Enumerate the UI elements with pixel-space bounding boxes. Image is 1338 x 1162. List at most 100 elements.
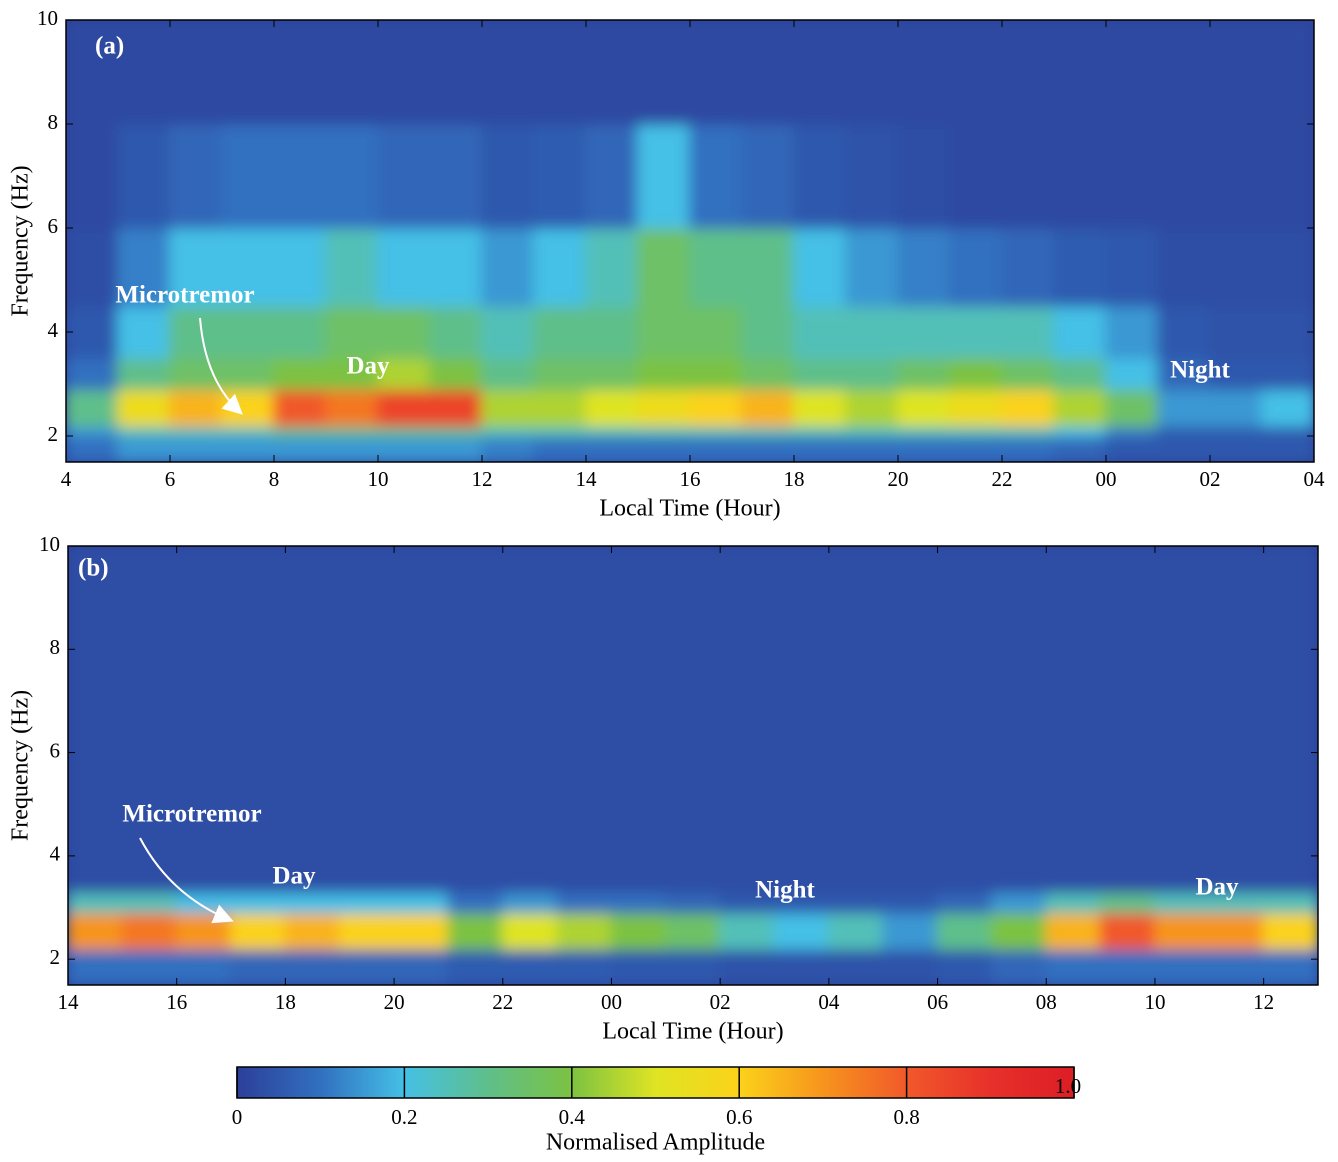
heatmap-cell <box>1157 227 1211 307</box>
heatmap-cell <box>1053 435 1107 462</box>
heatmap-cell <box>845 357 899 391</box>
heatmap-cell <box>338 911 396 950</box>
heatmap-cell <box>221 435 275 462</box>
heatmap-cell <box>664 891 722 914</box>
heatmap-cell <box>637 123 691 229</box>
heatmap-cell <box>1001 123 1055 229</box>
heatmap-cell <box>1208 911 1265 950</box>
heatmap-cell <box>793 20 847 125</box>
heatmap-cell <box>949 20 1003 125</box>
heatmap-cell <box>533 305 587 359</box>
heatmap-cell <box>1053 227 1107 307</box>
heatmap-cell <box>481 227 535 307</box>
x-tick-label: 10 <box>1144 990 1165 1014</box>
heatmap-cell <box>169 123 223 229</box>
x-tick-label: 20 <box>888 467 909 491</box>
heatmap-cell <box>882 891 939 914</box>
heatmap-cell <box>429 435 483 462</box>
y-axis-label: Frequency (Hz) <box>8 165 34 316</box>
heatmap-cell <box>377 227 431 307</box>
heatmap-cell <box>1045 947 1102 985</box>
heatmap-cell <box>1001 435 1055 462</box>
heatmap-cell <box>533 227 587 307</box>
heatmap-cell <box>501 891 559 914</box>
heatmap-cell <box>66 305 119 359</box>
heatmap-cell <box>1262 947 1318 985</box>
heatmap-cell <box>1105 227 1159 307</box>
heatmap-cell <box>501 947 559 985</box>
heatmap-cell <box>556 911 613 950</box>
x-tick-label: 18 <box>275 990 296 1014</box>
heatmap-cell <box>949 388 1003 427</box>
heatmap-cell <box>1157 357 1211 391</box>
heatmap-cell <box>429 123 483 229</box>
x-axis-label: Local Time (Hour) <box>602 1019 783 1045</box>
heatmap-cell <box>773 891 830 914</box>
heatmap-cell <box>117 227 171 307</box>
heatmap-cell <box>230 546 287 894</box>
heatmap-cell <box>221 123 275 229</box>
colorbar-tick-label: 0.6 <box>726 1105 752 1129</box>
heatmap-cell <box>377 20 431 125</box>
heatmap-cell <box>1053 388 1107 427</box>
heatmap-cell <box>325 123 379 229</box>
y-tick-label: 8 <box>48 110 59 134</box>
heatmap-cell <box>882 947 939 985</box>
heatmap-cell <box>793 227 847 307</box>
heatmap-cell <box>1053 20 1107 125</box>
heatmap-cell <box>325 227 379 307</box>
heatmap-cell <box>66 20 119 125</box>
heatmap-cell <box>689 424 743 437</box>
heatmap-cell <box>169 357 223 391</box>
annotation-arrow <box>139 837 234 924</box>
heatmap-cell <box>773 546 830 894</box>
heatmap-cell <box>637 305 691 359</box>
heatmap-cell <box>1209 357 1263 391</box>
heatmap-cell <box>393 911 450 950</box>
heatmap-cell <box>845 123 899 229</box>
heatmap-cell <box>117 435 171 462</box>
x-tick-label: 10 <box>368 467 389 491</box>
heatmap-cell <box>1001 424 1055 437</box>
heatmap-cell <box>221 305 275 359</box>
heatmap-cell <box>1261 227 1314 307</box>
heatmap-cell <box>990 891 1048 914</box>
heatmap-cell <box>741 435 795 462</box>
heatmap-cell <box>533 435 587 462</box>
heatmap-cell <box>949 123 1003 229</box>
heatmap-cell <box>1053 357 1107 391</box>
heatmap-cell <box>284 911 341 950</box>
heatmap-cell <box>637 388 691 427</box>
heatmap-cell <box>689 357 743 391</box>
heatmap-cell <box>117 123 171 229</box>
heatmap-cell <box>117 357 171 391</box>
heatmap-cell <box>1261 20 1314 125</box>
y-tick-label: 8 <box>50 635 61 659</box>
heatmap-cell <box>273 388 327 427</box>
annotation: (b) <box>78 555 109 582</box>
heatmap-cell <box>533 424 587 437</box>
heatmap-cell <box>1105 435 1159 462</box>
heatmap-cell <box>990 911 1048 950</box>
y-axis-label: Frequency (Hz) <box>8 690 34 841</box>
annotation: Day <box>346 353 390 380</box>
heatmap-cell <box>936 546 993 894</box>
heatmap-cell <box>1157 388 1211 427</box>
heatmap-cell <box>1157 123 1211 229</box>
annotation-arrow <box>199 317 243 415</box>
heatmap-cell <box>429 227 483 307</box>
heatmap-cell <box>481 123 535 229</box>
x-tick-label: 14 <box>576 467 598 491</box>
x-tick-label: 02 <box>1200 467 1221 491</box>
heatmap-cell <box>447 947 504 985</box>
heatmap-cell <box>845 424 899 437</box>
plot-area <box>68 546 1318 985</box>
colorbar-tick-label: 0 <box>232 1105 243 1129</box>
heatmap-cell <box>1099 546 1156 894</box>
heatmap-cell <box>1209 424 1263 437</box>
heatmap-cell <box>393 947 450 985</box>
heatmap-cell <box>377 424 431 437</box>
heatmap-cell <box>897 435 951 462</box>
x-tick-label: 20 <box>384 990 405 1014</box>
